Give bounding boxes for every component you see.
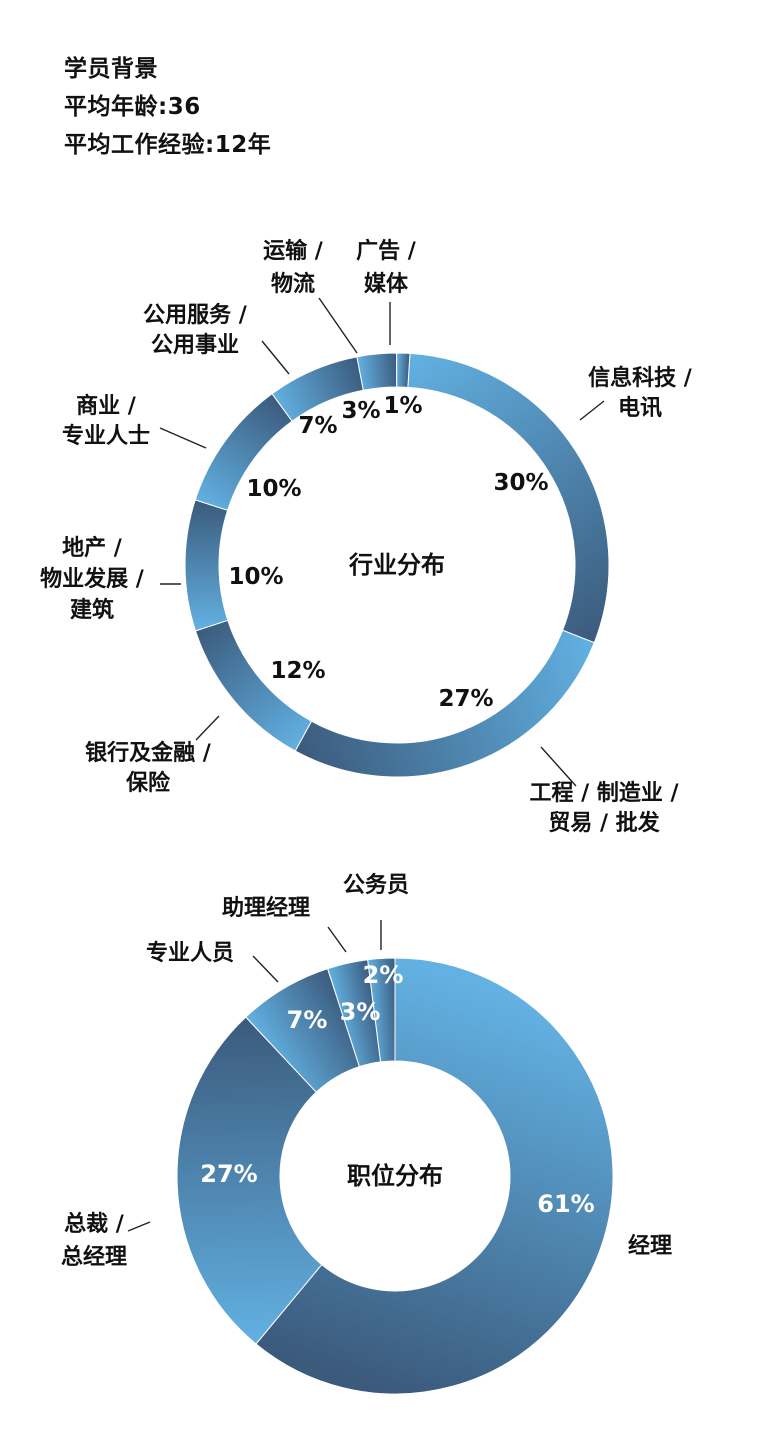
value-label-商业-专业人士: 10% — [246, 476, 301, 502]
slice-经理 — [255, 957, 614, 1395]
value-label-工程-制造业-贸易-批发: 27% — [438, 686, 493, 712]
leader-line-公用服务-公用事业 — [261, 340, 290, 375]
category-label-地产-物业发展-建筑: 地产 /物业发展 /建筑 — [40, 536, 145, 623]
slice-信息科技-电讯 — [407, 352, 610, 644]
slice-广告-媒体 — [396, 352, 411, 388]
category-label-公务员: 公务员 — [343, 873, 409, 898]
category-label-运输-物流: 运输 /物流 — [263, 238, 324, 297]
leader-line-工程-制造业-贸易-批发 — [540, 746, 577, 787]
value-label-经理: 61% — [537, 1190, 594, 1218]
header-title: 学员背景 — [64, 56, 158, 82]
leader-line-运输-物流 — [318, 297, 358, 354]
category-label-广告-媒体: 广告 /媒体 — [356, 238, 417, 297]
slice-地产-物业发展-建筑 — [184, 499, 229, 632]
value-label-助理经理: 3% — [340, 998, 381, 1026]
category-label-商业-专业人士: 商业 /专业人士 — [62, 393, 150, 449]
category-label-助理经理: 助理经理 — [222, 895, 310, 921]
value-label-银行及金融-保险: 12% — [270, 658, 325, 684]
category-label-总裁-总经理: 总裁 /总经理 — [61, 1211, 127, 1270]
slice-公务员 — [367, 957, 396, 1063]
value-label-广告-媒体: 1% — [383, 393, 422, 419]
chart-title: 职位分布 — [347, 1162, 443, 1190]
category-label-经理: 经理 — [628, 1233, 672, 1259]
value-label-公用服务-公用事业: 7% — [298, 413, 337, 439]
value-label-专业人员: 7% — [287, 1006, 328, 1034]
category-label-工程-制造业-贸易-批发: 工程 / 制造业 /贸易 / 批发 — [529, 781, 679, 836]
value-label-公务员: 2% — [363, 961, 404, 989]
category-label-专业人员: 专业人员 — [146, 940, 234, 966]
category-label-公用服务-公用事业: 公用服务 /公用事业 — [143, 303, 248, 358]
chart-title: 行业分布 — [348, 551, 445, 579]
header: 学员背景 平均年龄:36 平均工作经验:12年 — [64, 50, 271, 164]
leader-line-银行及金融-保险 — [195, 715, 220, 741]
category-label-信息科技-电讯: 信息科技 /电讯 — [588, 365, 693, 421]
value-label-信息科技-电讯: 30% — [493, 470, 548, 496]
category-label-银行及金融-保险: 银行及金融 /保险 — [85, 740, 212, 796]
value-label-总裁-总经理: 27% — [200, 1160, 257, 1188]
value-label-运输-物流: 3% — [341, 398, 380, 424]
leader-line-助理经理 — [327, 926, 347, 953]
average-age: 平均年龄:36 — [64, 94, 201, 120]
slice-银行及金融-保险 — [194, 619, 313, 752]
leader-line-信息科技-电讯 — [579, 400, 605, 421]
leader-line-总裁-总经理 — [127, 1221, 151, 1232]
value-label-地产-物业发展-建筑: 10% — [228, 564, 283, 590]
leader-line-专业人员 — [252, 955, 279, 983]
slice-总裁-总经理 — [176, 1016, 323, 1345]
leader-line-商业-专业人士 — [159, 427, 207, 449]
average-experience: 平均工作经验:12年 — [64, 132, 272, 158]
chart-1: 职位分布 61% 27% 7% 3% 2% 经理 总裁 /总经理 专业人员 助理经理 公务员 — [61, 873, 672, 1395]
slice-运输-物流 — [356, 352, 398, 391]
